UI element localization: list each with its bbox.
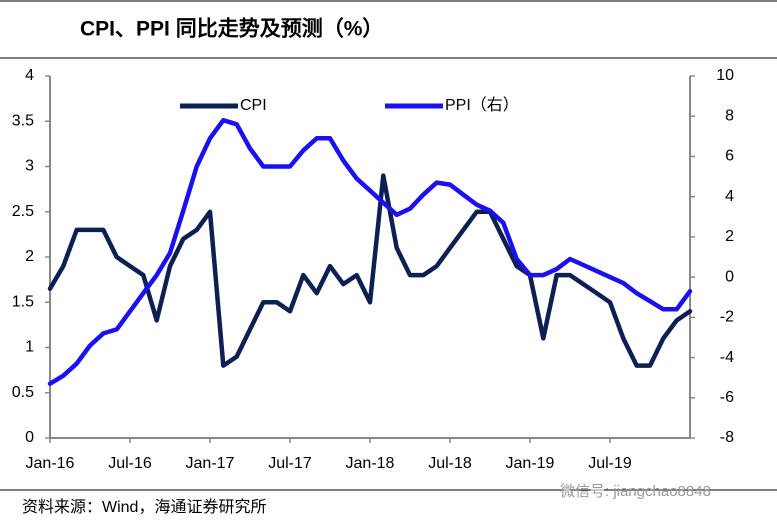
x-tick-label: Jul-19 (588, 455, 632, 472)
y-tick-label: 2.5 (12, 203, 34, 220)
x-tick-label: Jul-18 (428, 455, 472, 472)
y-tick-label: 4 (25, 67, 34, 84)
watermark: 微信号: jiangchao8848 (560, 483, 711, 500)
legend-label: CPI (240, 97, 267, 114)
y-tick-label: 3.5 (12, 112, 34, 129)
series-line (47, 117, 693, 386)
y2-tick-label: -2 (720, 309, 734, 326)
x-tick-label: Jan-17 (186, 455, 235, 472)
y2-tick-label: 2 (725, 228, 734, 245)
y-tick-label: 0.5 (12, 384, 34, 401)
y-tick-label: 1 (25, 339, 34, 356)
y2-tick-label: 0 (725, 268, 734, 285)
y2-tick-label: 4 (725, 188, 734, 205)
y-tick-label: 2 (25, 248, 34, 265)
x-tick-label: Jul-17 (268, 455, 312, 472)
y2-tick-label: -6 (720, 389, 734, 406)
source: 资料来源：Wind，海通证券研究所 (22, 498, 266, 516)
y2-tick-label: 10 (716, 67, 734, 84)
y2-tick-label: 6 (725, 148, 734, 165)
x-tick-label: Jan-19 (506, 455, 555, 472)
x-tick-label: Jul-16 (108, 455, 152, 472)
y-tick-label: 1.5 (12, 293, 34, 310)
series-line (47, 173, 693, 368)
chart-title: CPI、PPI 同比走势及预测（%） (80, 17, 383, 41)
y-tick-label: 0 (25, 429, 34, 446)
y2-tick-label: -8 (720, 429, 734, 446)
y2-tick-label: 8 (725, 107, 734, 124)
x-tick-label: Jan-18 (346, 455, 395, 472)
y-tick-label: 3 (25, 158, 34, 175)
legend-label: PPI（右） (445, 96, 519, 114)
x-tick-label: Jan-16 (26, 455, 75, 472)
y2-tick-label: -4 (720, 349, 734, 366)
